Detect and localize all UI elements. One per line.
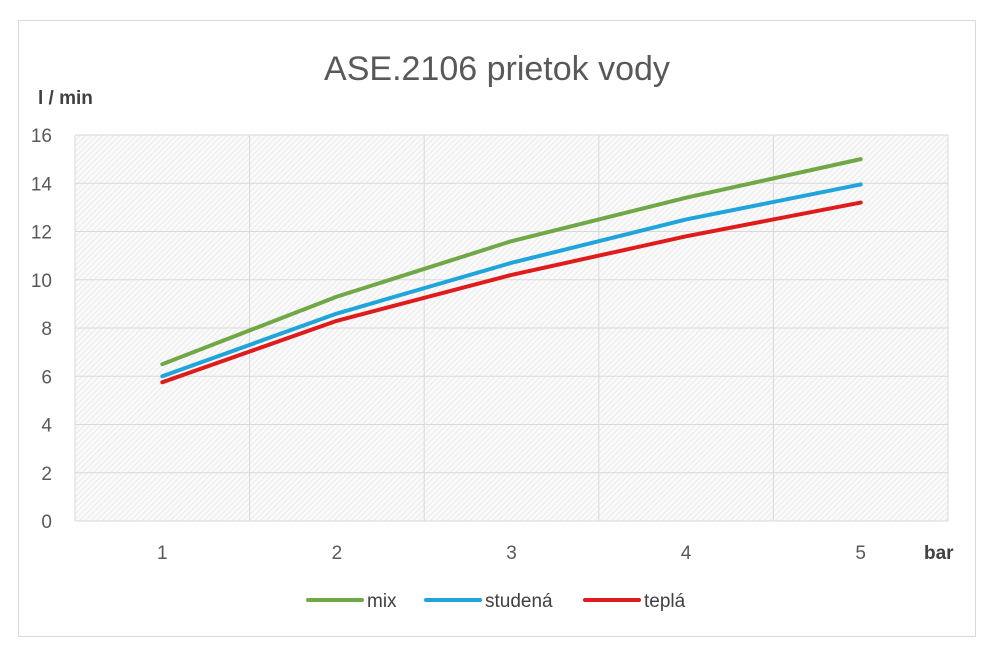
x-axis-label: bar	[924, 543, 954, 564]
series-lines	[160, 157, 863, 385]
chart-title: ASE.2106 prietok vody	[324, 50, 670, 88]
x-tick-label: 3	[506, 543, 517, 564]
x-tick-label: 4	[681, 543, 692, 564]
x-tick-label: 5	[855, 543, 866, 564]
legend-label: mix	[367, 591, 397, 612]
x-tick-label: 1	[157, 543, 168, 564]
y-tick-label: 8	[41, 319, 52, 340]
y-tick-label: 0	[41, 512, 52, 533]
y-tick-label: 4	[41, 416, 52, 437]
y-tick-labels: 0 2 4 6 8 10 12 14 16	[31, 126, 53, 533]
y-tick-label: 6	[41, 367, 52, 388]
y-axis-label: l / min	[38, 88, 93, 109]
y-tick-label: 2	[41, 464, 52, 485]
x-tick-labels: 1 2 3 4 5	[157, 543, 866, 564]
series-line-teplá	[160, 200, 863, 385]
x-tick-label: 2	[332, 543, 343, 564]
gridlines	[74, 134, 949, 522]
legend-label: studená	[485, 591, 553, 612]
series-line-studená	[160, 182, 863, 379]
y-tick-label: 14	[31, 174, 53, 195]
y-tick-label: 10	[31, 271, 52, 292]
y-tick-label: 12	[31, 223, 52, 244]
legend-label: teplá	[644, 591, 686, 612]
series-line-mix	[160, 157, 863, 367]
y-tick-label: 16	[31, 126, 52, 147]
legend: mix studená teplá	[306, 591, 686, 612]
